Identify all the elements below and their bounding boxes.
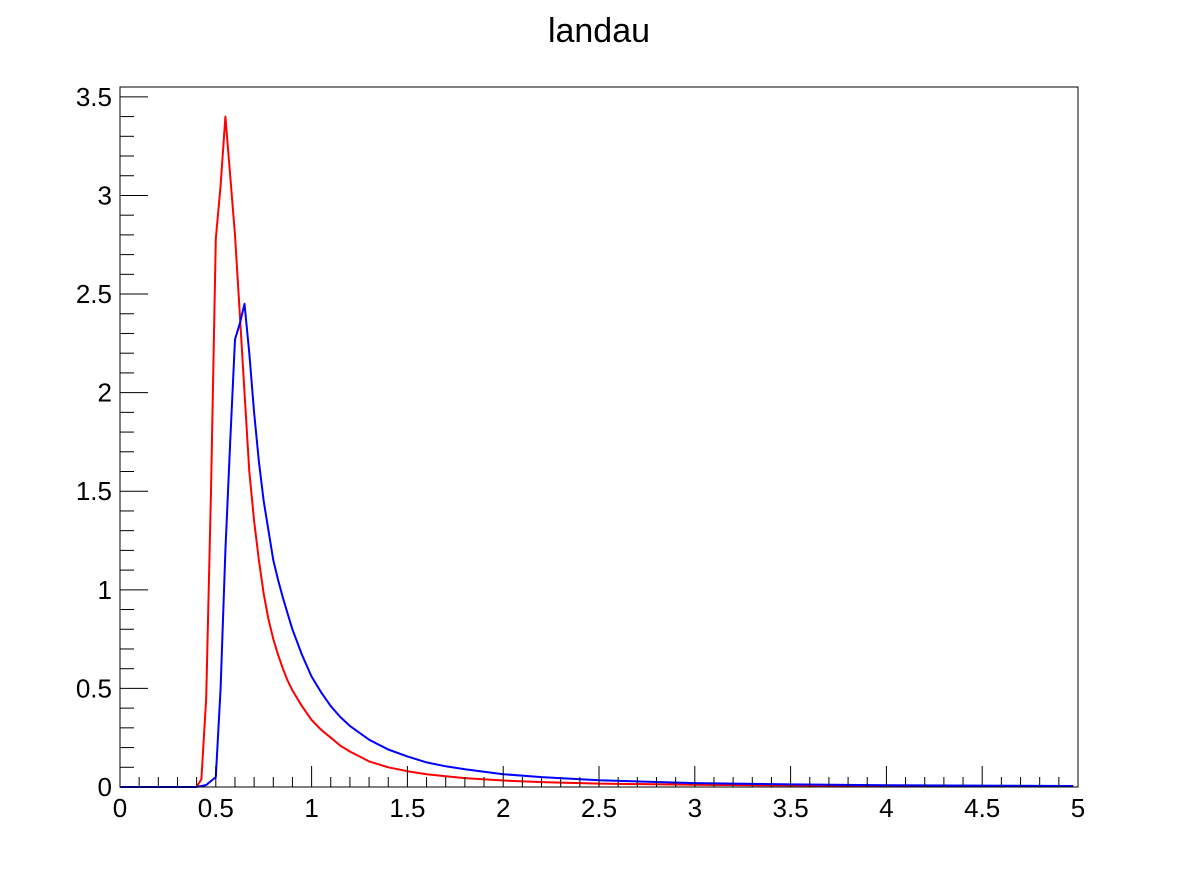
series-line-1: [120, 115, 1074, 788]
x-tick-label: 2.5: [581, 793, 617, 823]
y-tick-label: 3: [98, 180, 112, 210]
y-tick-label: 0.5: [76, 673, 112, 703]
x-tick-label: 5: [1071, 793, 1085, 823]
x-tick-label: 4: [879, 793, 893, 823]
y-tick-label: 2: [98, 378, 112, 408]
x-tick-label: 1: [304, 793, 318, 823]
y-tick-label: 2.5: [76, 279, 112, 309]
x-tick-label: 4.5: [964, 793, 1000, 823]
y-tick-label: 1: [98, 575, 112, 605]
plot-frame: [119, 86, 1079, 788]
axes-layer: 0 0.5 1 1.5 2 2.5 3 3.5 4 4.5 5 0 0.5 1 1.5 2 2.5 3 3.5: [76, 82, 1085, 823]
x-tick-label: 3.5: [773, 793, 809, 823]
y-tick-label: 0: [98, 772, 112, 802]
y-tick-label: 3.5: [76, 82, 112, 112]
x-tick-label: 1.5: [389, 793, 425, 823]
x-tick-label: 0: [113, 793, 127, 823]
x-tick-label: 3: [688, 793, 702, 823]
chart-title: landau: [548, 12, 650, 50]
x-tick-label: 0.5: [198, 793, 234, 823]
x-tick-label: 2: [496, 793, 510, 823]
y-tick-label: 1.5: [76, 476, 112, 506]
